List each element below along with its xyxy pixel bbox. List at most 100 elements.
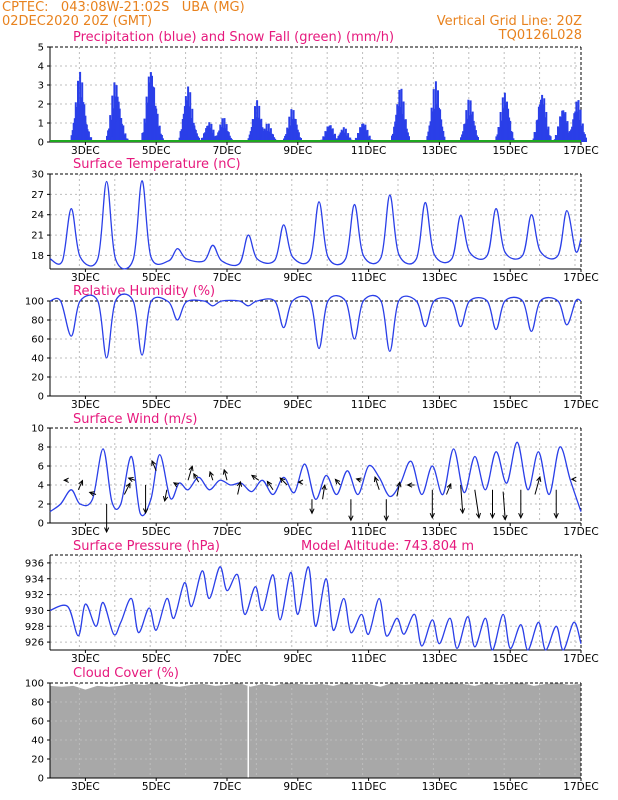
precip-bar [194,129,197,142]
wind-arrow [460,484,464,514]
precip-bar [346,135,348,142]
precip-bar [562,110,565,142]
y-tick-label: 100 [25,297,44,308]
x-tick-label: 11DEC [351,781,386,793]
precip-bar [221,118,224,142]
wind-arrow-head [459,508,466,515]
precip-bar [141,133,144,142]
x-tick-label: 7DEC [213,272,242,284]
precip-bar [201,137,204,142]
x-tick-label: 17DEC [563,653,598,665]
wind-arrow-head [222,468,228,475]
precip-bar [509,120,512,142]
series-line-5 [49,566,582,651]
wind-arrow-head [553,512,559,519]
precip-bar [503,92,506,142]
wind-arrow-head [151,459,157,466]
precip-bar [186,100,188,142]
y-tick-label: 930 [25,606,44,617]
precip-bar [146,102,149,142]
precip-bar [187,131,190,142]
x-tick-label: 15DEC [492,653,527,665]
y-tick-label: 6 [38,462,44,473]
precip-bar [266,130,269,142]
y-tick-label: 100 [25,679,44,690]
precip-bar [81,82,84,142]
wind-arrow-head [406,482,413,488]
precip-bar [207,125,210,142]
precip-bar [475,135,478,142]
y-tick-label: 18 [31,251,44,262]
precip-bar [297,132,300,142]
precip-bar [464,123,467,142]
precip-bar [226,131,229,142]
header-grid-note: Vertical Grid Line: 20Z [436,14,582,29]
precip-bar [577,100,580,142]
precip-bar [119,120,122,142]
precip-bar [566,121,569,142]
wind-arrow-head [489,512,496,519]
wind-arrow [374,476,380,490]
precip-bar [114,96,117,142]
precip-bar [78,104,80,142]
wind-arrow [267,481,274,491]
precip-bar [189,129,192,142]
precip-bar [499,112,502,142]
precip-bar [195,133,198,142]
y-tick-label: 2 [38,100,44,111]
precip-bar [339,132,342,142]
y-tick-label: 1 [38,119,44,130]
precip-bar [251,119,254,142]
precip-bar [557,126,559,142]
precip-bar [340,129,343,142]
precip-bar [148,129,151,142]
precip-bar [403,119,406,142]
y-tick-label: 24 [31,210,44,221]
y-tick-label: 30 [31,170,44,181]
precip-bar [583,134,586,142]
precip-bar [151,114,154,142]
y-tick-label: 80 [31,316,44,327]
precip-bar [533,132,536,142]
x-tick-label: 7DEC [213,526,242,538]
wind-arrow [279,477,288,486]
wind-arrow [474,489,480,518]
precip-bar [331,128,334,142]
wind-arrow-head [355,477,362,483]
precip-bar [561,110,564,142]
precip-bar [327,126,330,142]
precip-bar [432,89,435,142]
wind-arrow-head [536,475,542,482]
precip-bar [260,118,263,142]
x-tick-label: 15DEC [492,145,527,157]
precip-bar [79,71,82,142]
panel-4-title: Surface Wind (m/s) [73,412,197,427]
x-tick-label: 3DEC [71,526,100,538]
y-tick-label: 928 [25,622,44,633]
precip-bar [72,122,75,142]
precip-bar [293,118,296,142]
precip-bar [82,119,85,142]
x-tick-label: 11DEC [351,653,386,665]
precip-bar [582,132,585,142]
panel-3-title: Relative Humidity (%) [73,284,215,299]
precip-bar [344,128,347,142]
precip-bar [180,129,183,142]
x-tick-label: 11DEC [351,399,386,411]
x-tick-label: 7DEC [213,781,242,793]
precip-bar [555,135,558,142]
precip-bar [405,128,408,142]
wind-arrow-head [88,491,95,497]
precip-bar [90,137,93,142]
precip-bar [87,131,90,142]
precip-bar [265,123,268,142]
y-tick-label: 8 [38,443,44,454]
precip-bar [348,137,351,142]
wind-arrow-head [279,477,286,483]
panel-1-title: Precipitation (blue) and Snow Fall (gree… [73,30,394,45]
y-tick-label: 3 [38,81,44,92]
precip-bar [538,104,541,142]
x-tick-label: 13DEC [422,272,457,284]
model-altitude-label: Model Altitude: 743.804 m [301,539,474,554]
